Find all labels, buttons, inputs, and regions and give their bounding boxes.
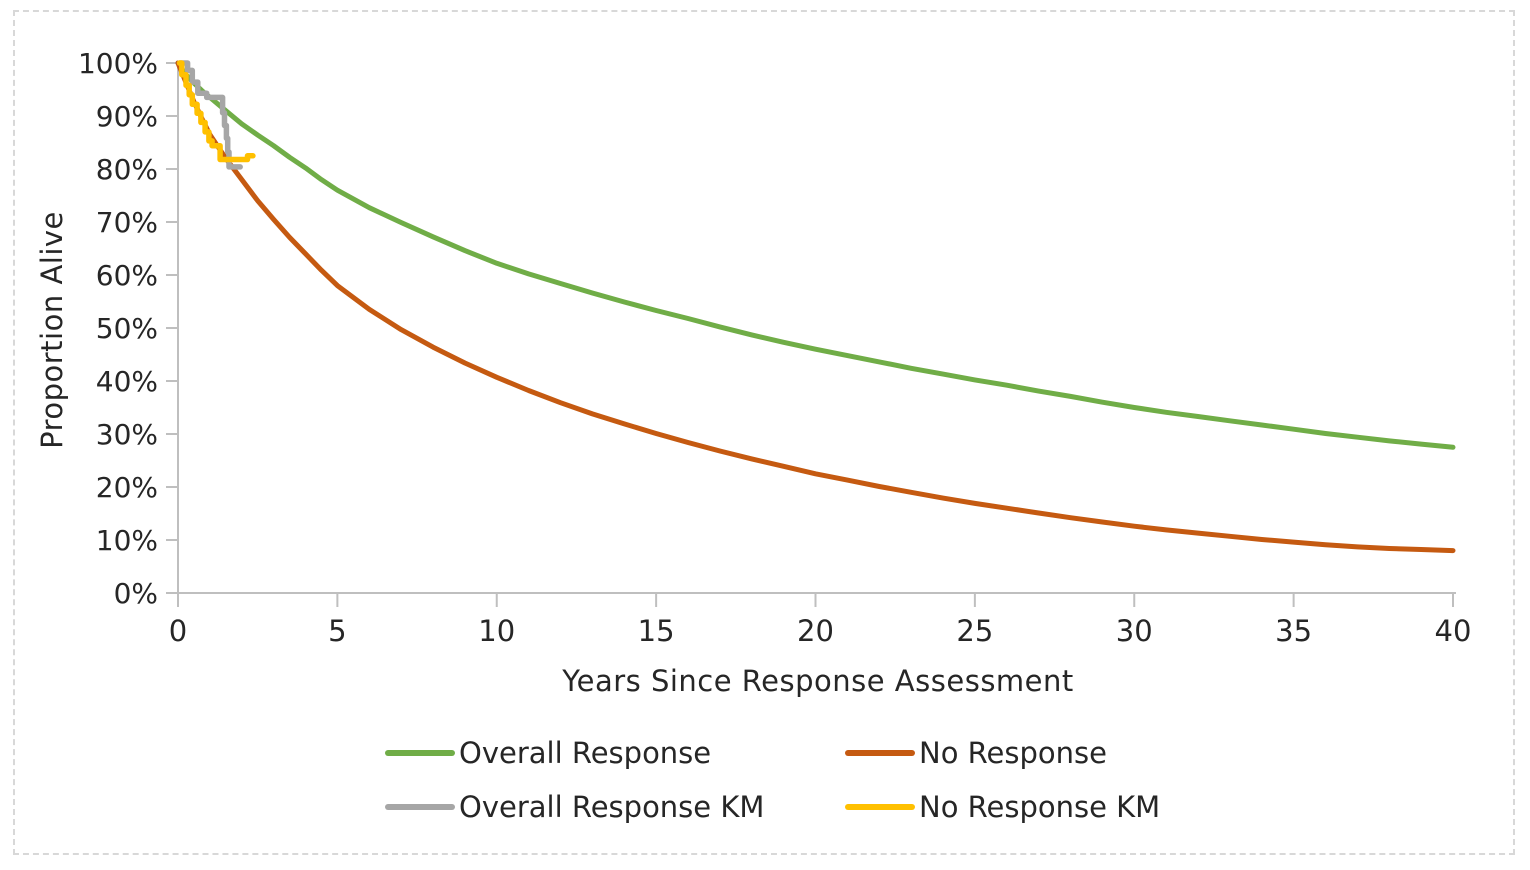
y-tick-label: 20%: [96, 471, 158, 504]
y-tick-label: 70%: [96, 206, 158, 239]
x-tick-label: 0: [169, 614, 187, 648]
y-tick-label: 100%: [78, 47, 158, 80]
x-axis-title: Years Since Response Assessment: [562, 664, 1074, 698]
legend-swatch-overall-response: [385, 750, 455, 756]
chart-border: [13, 10, 1515, 855]
y-tick-label: 90%: [96, 100, 158, 133]
legend-swatch-overall-response-km: [385, 804, 455, 810]
y-axis-title: Proportion Alive: [35, 211, 69, 449]
y-tick-label: 80%: [96, 153, 158, 186]
legend-label-overall-response: Overall Response: [459, 736, 712, 770]
legend-item-no-response-km: No Response KM: [845, 790, 1161, 824]
x-tick-label: 10: [478, 614, 515, 648]
legend-item-overall-response: Overall Response: [385, 736, 712, 770]
x-tick-label: 25: [956, 614, 993, 648]
y-tick-label: 30%: [96, 418, 158, 451]
legend-swatch-no-response: [845, 750, 915, 756]
legend-item-no-response: No Response: [845, 736, 1107, 770]
x-tick-label: 20: [797, 614, 834, 648]
legend-item-overall-response-km: Overall Response KM: [385, 790, 765, 824]
series-overall-response: [175, 60, 1456, 450]
legend-label-overall-response-km: Overall Response KM: [459, 790, 765, 824]
legend-label-no-response: No Response: [919, 736, 1107, 770]
series-no-response-km: [176, 60, 256, 163]
y-tick-label: 40%: [96, 365, 158, 398]
x-tick-label: 30: [1116, 614, 1153, 648]
x-tick-label: 5: [328, 614, 346, 648]
y-tick-label: 10%: [96, 524, 158, 557]
legend-label-no-response-km: No Response KM: [919, 790, 1161, 824]
x-tick-label: 15: [638, 614, 675, 648]
legend-swatch-no-response-km: [845, 804, 915, 810]
y-tick-label: 50%: [96, 312, 158, 345]
series-no-response: [175, 60, 1456, 554]
x-tick-label: 35: [1275, 614, 1312, 648]
y-tick-label: 60%: [96, 259, 158, 292]
y-tick-label: 0%: [114, 577, 158, 610]
series-overall-response-km: [176, 60, 243, 170]
x-tick-label: 40: [1435, 614, 1472, 648]
